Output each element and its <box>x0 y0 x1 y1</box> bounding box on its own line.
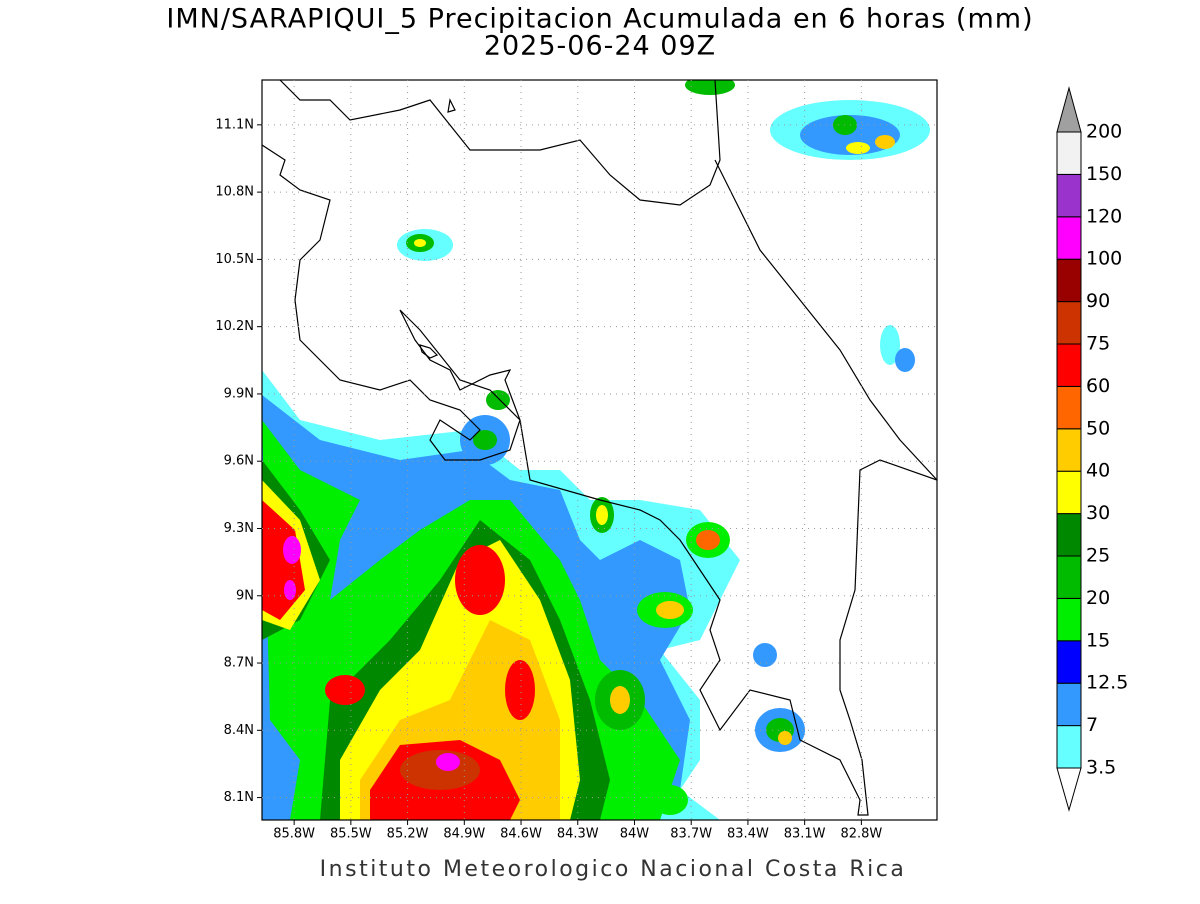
x-tick-label: 82.8W <box>840 827 882 842</box>
y-tick-label: 10.2N <box>215 319 254 334</box>
x-tick-label: 85.8W <box>273 827 315 842</box>
colorbar-label: 40 <box>1086 460 1110 482</box>
colorbar-label: 200 <box>1086 121 1122 143</box>
colorbar-box <box>1056 428 1082 472</box>
colorbar-label: 50 <box>1086 417 1110 439</box>
x-tick-label: 83.7W <box>670 827 712 842</box>
y-tick-label: 9.9N <box>224 386 254 401</box>
colorbar-label: 12.5 <box>1086 672 1128 694</box>
precipitation-field <box>262 80 930 820</box>
colorbar-label: 7 <box>1086 714 1098 736</box>
x-tick-label: 83.1W <box>784 827 826 842</box>
footer: Instituto Meteorologico Nacional Costa R… <box>320 857 907 882</box>
colorbar-box <box>1056 216 1082 260</box>
colorbar-label: 25 <box>1086 545 1110 567</box>
colorbar-box <box>1056 597 1082 642</box>
x-tick-label: 83.4W <box>727 827 769 842</box>
y-tick-label: 8.1N <box>224 790 254 805</box>
colorbar-box <box>1056 513 1082 557</box>
colorbar-box <box>1056 258 1082 303</box>
colorbar-box <box>1056 301 1082 345</box>
colorbar-label: 75 <box>1086 333 1110 355</box>
x-tick-label: 85.2W <box>387 827 429 842</box>
y-tick-label: 11.1N <box>215 117 254 132</box>
colorbar-box <box>1056 385 1082 430</box>
y-tick-label: 10.8N <box>215 185 254 200</box>
colorbar-label: 150 <box>1086 163 1122 185</box>
colorbar-label: 15 <box>1086 629 1110 651</box>
title: IMN/SARAPIQUI_5 Precipitacion Acumulada … <box>166 4 1033 35</box>
x-tick-label: 84.6W <box>500 827 542 842</box>
colorbar-box <box>1056 131 1082 175</box>
subtitle: 2025-06-24 09Z <box>484 31 716 62</box>
y-tick-label: 9N <box>236 588 254 603</box>
y-tick-label: 10.5N <box>215 252 254 267</box>
colorbar-box <box>1056 343 1082 387</box>
colorbar-under <box>1056 767 1082 812</box>
x-tick-label: 84.9W <box>443 827 485 842</box>
y-tick-label: 9.6N <box>224 454 254 469</box>
x-tick-label: 85.5W <box>330 827 372 842</box>
y-tick-label: 8.7N <box>224 656 254 671</box>
colorbar-box <box>1056 640 1082 684</box>
colorbar-label: 60 <box>1086 375 1110 397</box>
colorbar-box <box>1056 725 1082 769</box>
colorbar-label: 100 <box>1086 248 1122 270</box>
colorbar-box <box>1056 555 1082 599</box>
y-tick-label: 9.3N <box>224 521 254 536</box>
colorbar-box <box>1056 173 1082 218</box>
colorbar-box <box>1056 682 1082 727</box>
map-frame <box>261 79 938 821</box>
x-tick-label: 84W <box>620 827 650 842</box>
y-tick-label: 8.4N <box>224 723 254 738</box>
colorbar-over <box>1056 86 1082 133</box>
colorbar-label: 120 <box>1086 205 1122 227</box>
x-tick-label: 84.3W <box>557 827 599 842</box>
colorbar-label: 20 <box>1086 587 1110 609</box>
colorbar-label: 30 <box>1086 502 1110 524</box>
colorbar-label: 3.5 <box>1086 757 1116 779</box>
colorbar-label: 90 <box>1086 290 1110 312</box>
colorbar-box <box>1056 470 1082 515</box>
